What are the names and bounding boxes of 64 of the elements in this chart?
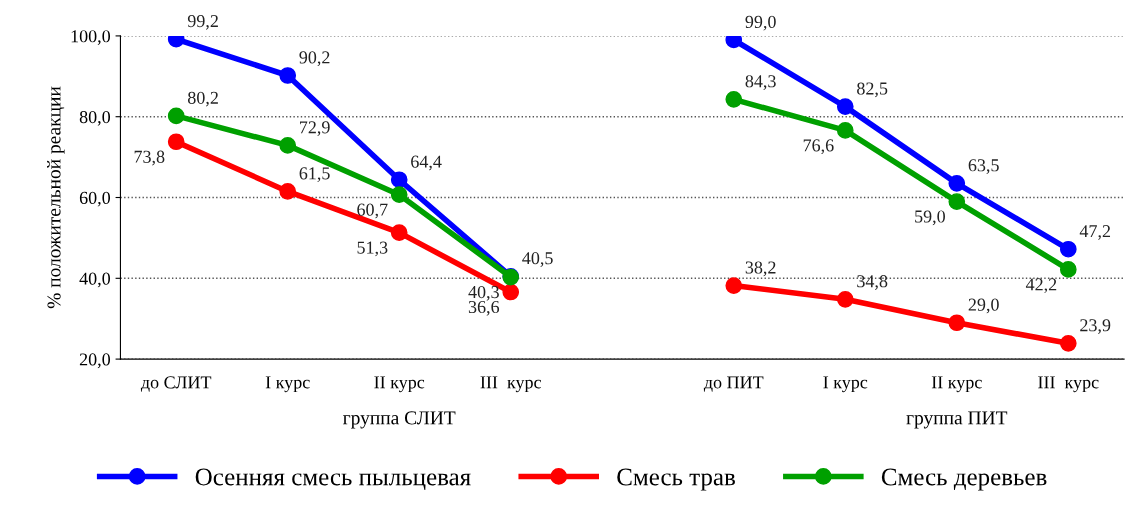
- point: [836, 122, 854, 139]
- data-label: 42,2: [1025, 278, 1057, 294]
- x-tick-label: I курс: [265, 376, 310, 393]
- data-label: 80,2: [187, 91, 218, 107]
- data-label: 76,6: [803, 139, 834, 155]
- point: [279, 183, 297, 200]
- data-label: 23,9: [1080, 319, 1111, 334]
- data-label: 72,9: [300, 121, 330, 136]
- data-label: 29,0: [968, 298, 999, 314]
- point: [1059, 335, 1077, 352]
- x-tick-label: III курс: [480, 376, 542, 393]
- y-tick-label: 100,0: [71, 30, 111, 45]
- y-tick-label: 20,0: [79, 353, 111, 369]
- data-label: 40,5: [522, 252, 553, 267]
- data-label: 34,8: [857, 275, 888, 290]
- x-tick-label: III курс: [1038, 376, 1099, 393]
- data-label: 82,5: [857, 82, 888, 98]
- data-label: 99,0: [745, 15, 776, 31]
- point: [502, 283, 520, 301]
- data-label: 99,2: [187, 15, 218, 30]
- x-tick-label: до ПИТ: [703, 376, 764, 392]
- legend-label: Осенняя смесь пыльцевая: [195, 468, 471, 491]
- text: группа ПИТ: [906, 411, 1008, 429]
- point: [836, 98, 854, 115]
- point: [1059, 261, 1077, 278]
- data-label: 90,2: [299, 51, 330, 67]
- x-tick-label: II курс: [931, 376, 982, 393]
- data-label: 84,3: [745, 75, 776, 90]
- y-tick-label: 40,0: [79, 272, 111, 288]
- x-tick-label: I курс: [823, 376, 868, 393]
- text: группа СЛИТ: [343, 411, 456, 429]
- point: [725, 91, 743, 108]
- legend-label: Смесь трав: [617, 468, 735, 491]
- y-tick-label: 60,0: [79, 191, 111, 207]
- point: [836, 290, 854, 308]
- data-label: 60,7: [357, 203, 388, 219]
- data-label: 47,2: [1079, 225, 1111, 240]
- point: [725, 277, 743, 294]
- point: [948, 193, 966, 210]
- point: [1059, 240, 1077, 258]
- point: [167, 107, 185, 125]
- data-label: 61,5: [299, 167, 330, 183]
- data-label: 59,0: [915, 210, 945, 226]
- point: [390, 186, 408, 204]
- point: [948, 314, 966, 332]
- y-axis-title: % положительной реакции: [47, 86, 65, 309]
- data-label: 51,3: [357, 241, 388, 257]
- data-label: 36,6: [468, 300, 500, 316]
- point: [390, 171, 408, 189]
- legend-label: Смесь деревьев: [881, 468, 1047, 491]
- data-label: 64,4: [411, 155, 442, 171]
- point: [279, 137, 297, 154]
- data-label: 40,3: [468, 285, 499, 301]
- data-label: 38,2: [745, 261, 776, 277]
- data-label: 63,5: [968, 159, 999, 174]
- data-label: 73,8: [134, 150, 165, 166]
- point: [279, 67, 297, 84]
- x-tick-label: до СЛИТ: [140, 376, 212, 392]
- point: [948, 175, 966, 192]
- point: [390, 224, 408, 241]
- point: [167, 133, 185, 151]
- point: [725, 35, 743, 49]
- y-tick-label: 80,0: [79, 110, 111, 126]
- x-tick-label: II курс: [374, 376, 425, 393]
